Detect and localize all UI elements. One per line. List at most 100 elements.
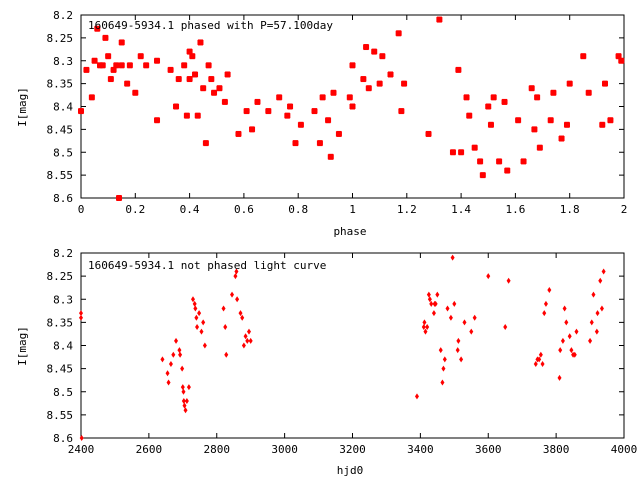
data-point — [194, 112, 201, 119]
data-point — [531, 126, 538, 133]
plot-frame-bottom — [80, 252, 625, 439]
y-tick-label: 8.45 — [47, 363, 74, 376]
data-point — [574, 328, 579, 335]
x-tick-label: 0.4 — [180, 203, 200, 216]
data-point — [221, 98, 228, 105]
y-axis-label-bottom: I[mag] — [16, 326, 29, 366]
y-tick-label: 8.55 — [47, 409, 74, 422]
data-point — [536, 144, 543, 151]
x-tick-label: 2600 — [136, 443, 163, 456]
data-point — [585, 89, 592, 96]
data-point — [615, 53, 622, 60]
data-point — [223, 324, 228, 330]
data-point — [186, 76, 193, 83]
data-point — [137, 53, 144, 60]
data-point — [346, 94, 353, 101]
data-point — [192, 300, 197, 307]
data-point — [421, 324, 426, 330]
data-point — [221, 305, 226, 312]
data-point — [174, 337, 179, 344]
data-point — [199, 328, 204, 335]
data-point — [224, 71, 231, 78]
data-point — [496, 158, 503, 165]
data-point — [477, 158, 484, 165]
data-point — [438, 347, 443, 354]
data-point — [442, 356, 447, 363]
data-point — [234, 268, 239, 275]
data-point — [589, 319, 594, 326]
data-point — [201, 319, 206, 326]
axis-ticks-top: 0 0.2 0.4 0.6 0.8 1 1.2 1.4 1.6 1.8 2 8.2 8.25 8.3 8.3… — [47, 9, 628, 216]
x-tick-label: 0.6 — [234, 203, 254, 216]
y-tick-label: 8.35 — [47, 316, 74, 329]
data-point — [166, 379, 171, 386]
data-point — [601, 268, 606, 275]
x-tick-label: 0.8 — [288, 203, 308, 216]
data-point — [594, 328, 599, 335]
y-tick-label: 8.3 — [53, 293, 73, 306]
axis-ticks-bottom: 2400 2600 2800 3000 3200 3400 3600 3800 4000 8.2 8… — [47, 247, 638, 456]
data-points-top — [78, 16, 625, 201]
data-point — [431, 310, 436, 317]
data-point — [371, 48, 378, 55]
data-point — [466, 112, 473, 119]
data-point — [534, 94, 541, 101]
x-tick-label: 3000 — [271, 443, 298, 456]
data-point — [233, 273, 238, 280]
data-point — [190, 296, 195, 303]
data-point — [189, 53, 196, 60]
data-point — [448, 314, 453, 321]
data-point — [284, 112, 291, 119]
data-point — [325, 117, 332, 124]
data-point — [520, 158, 527, 165]
data-point — [235, 296, 240, 303]
data-point — [245, 337, 250, 344]
data-point — [547, 287, 552, 293]
data-point — [88, 94, 95, 101]
data-point — [486, 273, 491, 280]
x-tick-label: 0 — [78, 203, 85, 216]
data-point — [183, 112, 190, 119]
y-tick-label: 8.25 — [47, 32, 74, 45]
data-point — [79, 314, 83, 321]
data-point — [537, 356, 542, 363]
y-tick-label: 8.25 — [47, 270, 74, 283]
data-point — [487, 121, 494, 128]
y-tick-label: 8.35 — [47, 78, 74, 91]
y-axis-label-top: I[mag] — [16, 87, 29, 127]
data-point — [243, 333, 248, 340]
data-point — [327, 153, 334, 160]
data-point — [395, 30, 402, 37]
data-point — [557, 374, 562, 381]
data-point — [558, 347, 563, 354]
x-tick-label: 3800 — [543, 443, 570, 456]
data-point — [171, 351, 176, 358]
data-point — [126, 62, 133, 69]
data-point — [102, 34, 109, 41]
data-point — [595, 310, 600, 317]
x-tick-label: 2800 — [204, 443, 231, 456]
y-tick-label: 8.6 — [53, 432, 73, 445]
data-point — [180, 365, 185, 372]
data-point — [564, 319, 569, 326]
data-point — [94, 25, 101, 32]
data-point — [110, 66, 117, 73]
data-point — [591, 291, 596, 298]
x-tick-label: 3200 — [339, 443, 366, 456]
data-point — [335, 130, 342, 137]
data-point — [569, 347, 574, 354]
data-point — [330, 89, 337, 96]
data-points-bottom — [79, 254, 606, 441]
data-point — [435, 291, 440, 298]
data-point — [433, 300, 438, 307]
y-tick-label: 8.2 — [53, 9, 73, 22]
data-point — [360, 76, 367, 83]
data-point — [547, 117, 554, 124]
data-point — [168, 361, 173, 367]
data-point — [456, 337, 461, 344]
data-point — [436, 16, 443, 23]
data-point — [533, 361, 538, 367]
data-point — [379, 53, 386, 60]
data-point — [349, 62, 356, 69]
